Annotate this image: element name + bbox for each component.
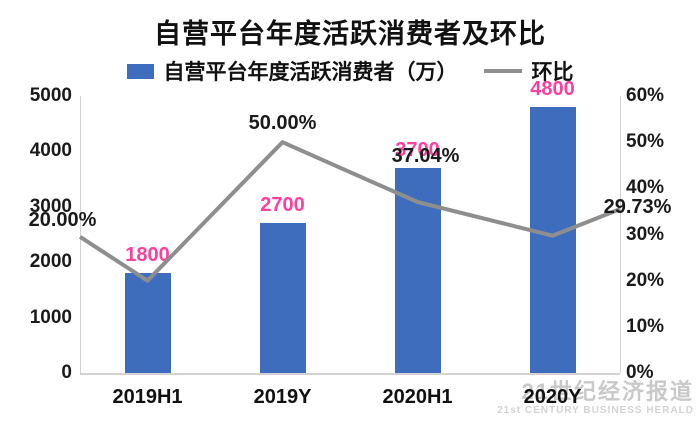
left-axis-tick: 0 [61, 362, 72, 383]
x-axis-category-label: 2019H1 [112, 386, 183, 408]
watermark: 21世纪经济报道 21st CENTURY BUSINESS HERALD [497, 379, 694, 416]
watermark-cn-text: 21世纪经济报道 [521, 379, 694, 405]
left-axis-tick: 5000 [29, 85, 72, 106]
left-axis-tick: 1000 [29, 306, 72, 328]
consumer-bar [124, 273, 171, 373]
consumer-bar [259, 223, 306, 373]
right-axis-tick: 20% [626, 269, 665, 291]
bar-value-label: 3700 [395, 139, 440, 162]
bar-value-label: 4800 [530, 78, 575, 101]
left-axis-tick: 4000 [29, 140, 72, 162]
bar-value-label: 1800 [125, 244, 170, 267]
legend-ratio-label: 环比 [531, 61, 574, 84]
line-swatch-icon [483, 69, 522, 73]
bar-value-label: 2700 [260, 194, 305, 217]
legend: 自营平台年度活跃消费者（万） 环比 [0, 56, 700, 86]
consumer-bar [529, 107, 576, 373]
plot-area: 5000 4000 3000 2000 1000 0 60% 50% 40% 30% 20% 10% 0… [0, 78, 700, 424]
ratio-point-label: 37.04% [391, 144, 460, 167]
right-axis-tick: 10% [626, 315, 665, 337]
ratio-point-label: 20.00% [28, 208, 97, 231]
right-axis-tick: 40% [626, 177, 665, 199]
x-axis-category-label: 2019Y [253, 386, 312, 408]
right-axis-tick: 0% [626, 362, 654, 383]
ratio-point-label: 50.00% [248, 112, 317, 135]
legend-item-consumers: 自营平台年度活跃消费者（万） [126, 56, 458, 86]
legend-item-ratio: 环比 [483, 56, 574, 86]
watermark-en-text: 21st CENTURY BUSINESS HERALD [497, 404, 694, 416]
y-axis-left-line [80, 96, 81, 373]
right-axis-tick: 50% [626, 131, 665, 153]
ratio-line [78, 140, 621, 283]
legend-consumers-label: 自营平台年度活跃消费者（万） [163, 61, 458, 84]
right-axis-tick: 30% [626, 223, 665, 245]
ratio-line-layer [78, 140, 621, 283]
ratio-point-label: 29.73% [603, 195, 672, 218]
left-axis-tick: 2000 [29, 251, 72, 273]
right-axis-tick: 60% [626, 85, 665, 106]
bar-swatch-icon [126, 63, 154, 79]
x-axis-line [80, 373, 620, 375]
x-axis-category-label: 2020Y [523, 386, 582, 408]
x-axis-category-label: 2020H1 [382, 386, 453, 408]
y-axis-right-line [620, 96, 621, 373]
left-axis-tick: 3000 [29, 195, 72, 217]
chart-title: 自营平台年度活跃消费者及环比 [154, 19, 546, 49]
